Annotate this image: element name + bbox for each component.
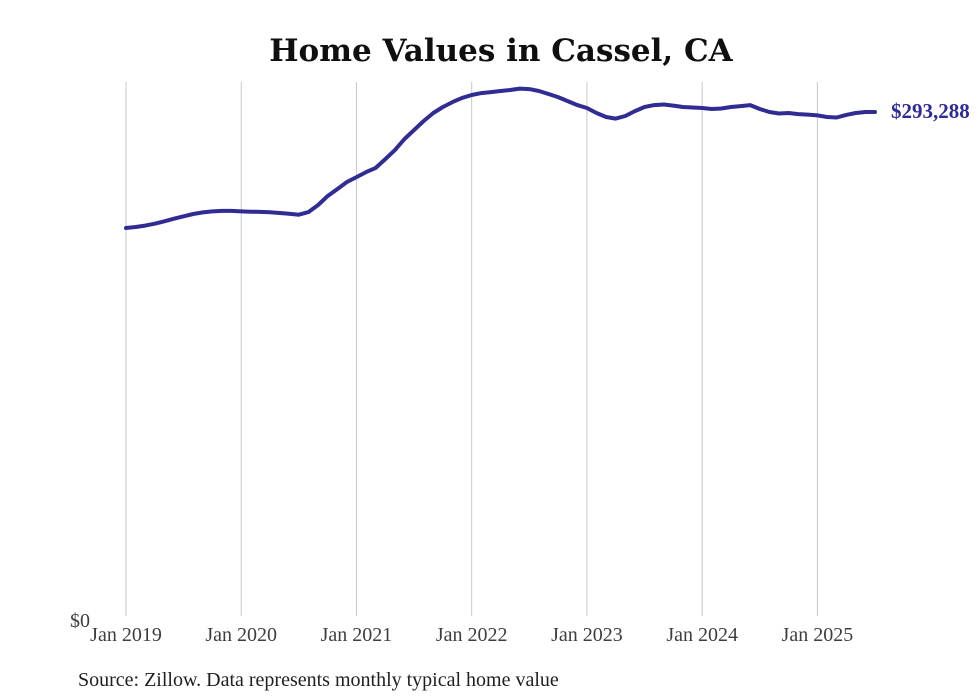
x-tick-label: Jan 2021 xyxy=(321,624,393,646)
source-note: Source: Zillow. Data represents monthly … xyxy=(78,669,559,691)
x-tick-label: Jan 2019 xyxy=(90,624,162,646)
x-tick-label: Jan 2022 xyxy=(436,624,508,646)
gridlines-layer xyxy=(125,82,818,616)
chart-title: Home Values in Cassel, CA xyxy=(269,33,733,69)
x-tick-label: Jan 2023 xyxy=(551,624,623,646)
x-tick-label: Jan 2025 xyxy=(782,624,854,646)
x-tick-label: Jan 2020 xyxy=(205,624,277,646)
x-axis-tick-labels: Jan 2019 Jan 2020 Jan 2021 Jan 2022 Jan 2023… xyxy=(90,624,853,646)
y-axis-zero-label: $0 xyxy=(70,610,90,632)
home-value-series-line xyxy=(124,86,877,230)
latest-value-label: $293,288 xyxy=(891,99,970,123)
x-tick-label: Jan 2024 xyxy=(666,624,738,646)
